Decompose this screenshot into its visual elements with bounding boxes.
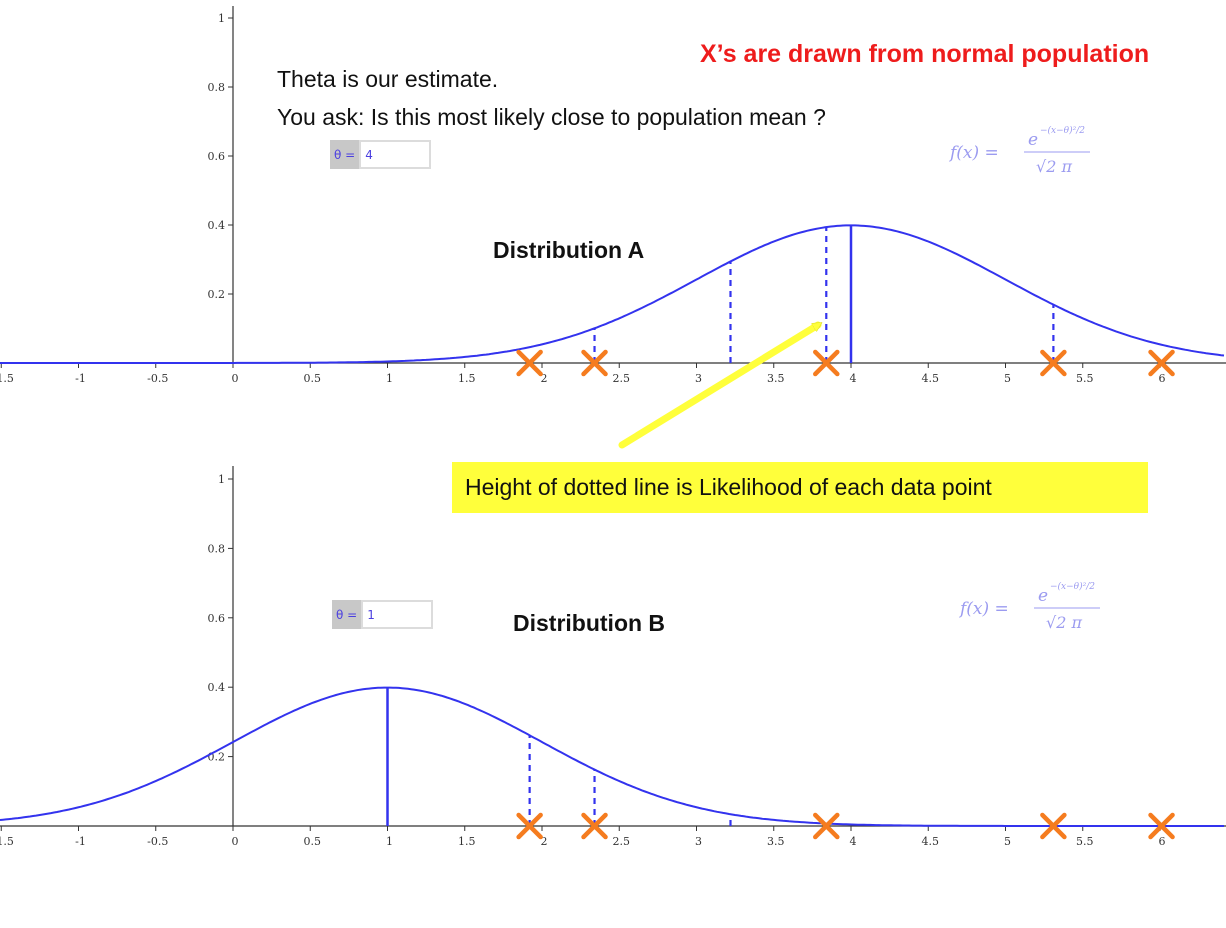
data-point-marker [813,812,840,840]
x-tick-label: 5.5 [1076,835,1094,848]
x-tick-label: 1.5 [458,372,476,385]
marker-stroke [1040,349,1067,377]
x-tick-label: 0.5 [304,372,322,385]
y-tick-label: 1 [218,12,225,25]
x-tick-label: -1.5 [0,835,14,848]
theta-slider-a[interactable]: θ = 4 [330,140,432,169]
marker-stroke [581,812,608,840]
marker-stroke [1148,812,1175,840]
theta-label: θ = [332,600,362,629]
population-headline: X’s are drawn from normal population [700,40,1150,68]
x-tick-label: -0.5 [147,372,168,385]
question-note: You ask: Is this most likely close to po… [277,104,826,130]
formula-lhs: f(x) = [958,599,1009,619]
x-tick-label: 3.5 [767,372,785,385]
formula-numerator: e [1038,586,1048,606]
x-tick-label: 0.5 [304,835,322,848]
data-point-marker [1040,812,1067,840]
y-tick-label: 0.4 [208,219,226,232]
x-tick-label: 0 [232,835,239,848]
y-tick-label: 0.8 [208,81,226,94]
marker-stroke [1040,812,1067,840]
marker-stroke [516,349,543,377]
x-tick-label: -1.5 [0,372,14,385]
x-tick-label: 5.5 [1076,372,1094,385]
x-tick-label: 2 [541,835,548,848]
formula-exponent: −(x−θ)²/2 [1040,125,1085,136]
data-point-marker [516,812,543,840]
x-tick-label: -1 [75,372,86,385]
x-tick-label: -1 [75,835,86,848]
x-tick-label: 2.5 [613,835,631,848]
marker-stroke [813,349,840,377]
density-formula: f(x) = e −(x−θ)²/2 √2 π [958,581,1100,632]
marker-stroke [1148,349,1175,377]
x-tick-label: 2 [541,372,548,385]
density-formula: f(x) = e −(x−θ)²/2 √2 π [948,125,1090,176]
theta-input-b[interactable]: 1 [361,600,434,629]
x-tick-label: -0.5 [147,835,168,848]
theta-label: θ = [330,140,360,169]
data-point-marker [1148,812,1175,840]
data-point-marker [516,349,543,377]
distribution-b-title: Distribution B [513,610,666,636]
x-tick-label: 6 [1159,372,1166,385]
x-tick-label: 4 [850,372,857,385]
theta-input-a[interactable]: 4 [359,140,432,169]
x-tick-label: 2.5 [613,372,631,385]
distribution-a-plot: -1.5 -1 -0.5 0 0.5 1 1.5 2 2.5 3 3.5 4 4.5 5 5.5 6 0.2 0.… [0,6,1226,385]
x-tick-label: 5 [1004,835,1011,848]
x-tick-label: 3 [695,835,702,848]
marker-stroke [516,812,543,840]
data-point-marker [1148,349,1175,377]
marker-stroke [813,812,840,840]
y-tick-label: 0.6 [208,612,226,625]
x-tick-label: 3.5 [767,835,785,848]
likelihood-callout: Height of dotted line is Likelihood of e… [452,462,1148,513]
x-tick-label: 4 [850,835,857,848]
data-point-marker [1040,349,1067,377]
x-tick-label: 3 [695,372,702,385]
x-tick-label: 6 [1159,835,1166,848]
y-tick-label: 0.4 [208,681,226,694]
theta-note: Theta is our estimate. [277,66,499,92]
x-tick-label: 1 [386,372,393,385]
x-tick-label: 4.5 [922,372,940,385]
y-tick-label: 1 [218,473,225,486]
data-point-marker [581,812,608,840]
data-point-marker [813,349,840,377]
formula-numerator: e [1028,130,1038,150]
x-tick-label: 0 [232,372,239,385]
formula-denominator: √2 π [1036,157,1072,176]
x-tick-label: 4.5 [922,835,940,848]
x-tick-label: 5 [1004,372,1011,385]
y-tick-label: 0.8 [208,542,226,555]
formula-exponent: −(x−θ)²/2 [1050,581,1095,592]
theta-slider-b[interactable]: θ = 1 [332,600,434,629]
x-tick-label: 1 [386,835,393,848]
distribution-a-title: Distribution A [493,237,645,263]
formula-denominator: √2 π [1046,613,1082,632]
normal-curve [0,224,1225,364]
x-tick-label: 1.5 [458,835,476,848]
normal-curve [0,686,1224,827]
y-tick-label: 0.6 [208,150,226,163]
formula-lhs: f(x) = [948,143,999,163]
y-tick-label: 0.2 [208,288,226,301]
marker-stroke [581,349,608,377]
data-point-marker [581,349,608,377]
y-tick-label: 0.2 [208,751,226,764]
distribution-b-plot: -1.5 -1 -0.5 0 0.5 1 1.5 2 2.5 3 3.5 4 4.5 5 5.5 6 0.2 0.… [0,466,1226,848]
callout-arrow [618,321,818,449]
